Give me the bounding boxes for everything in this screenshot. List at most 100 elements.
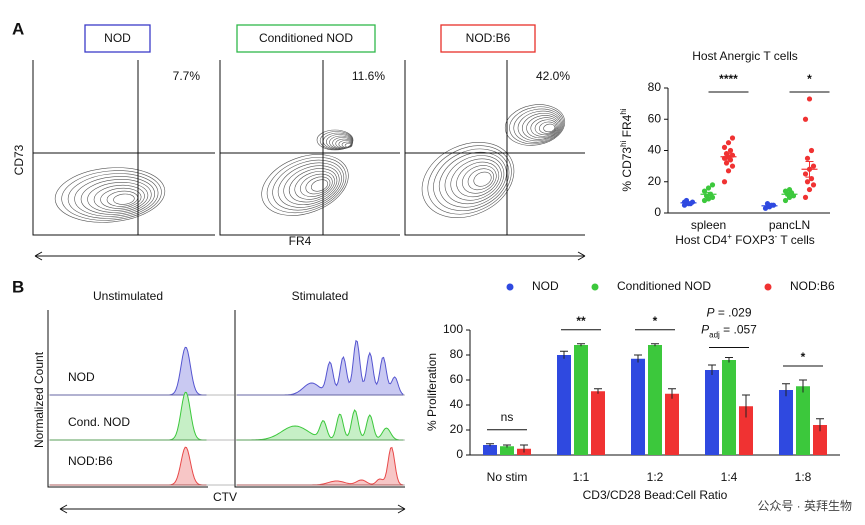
data-point <box>721 144 728 150</box>
chart-title: Host Anergic T cells <box>692 49 798 63</box>
data-point <box>806 186 813 193</box>
error-bar <box>724 153 733 161</box>
bar <box>665 393 679 455</box>
group-title: Conditioned NOD <box>259 31 353 45</box>
error-bar <box>594 388 602 394</box>
histogram <box>236 409 404 441</box>
bar <box>779 390 793 455</box>
y-tick-label: 40 <box>450 397 464 411</box>
contour <box>294 170 335 200</box>
x-tick-label: 1:1 <box>573 470 590 484</box>
y-axis-label-part: hi <box>619 140 628 146</box>
bar <box>739 406 753 455</box>
contour <box>80 179 152 215</box>
bar <box>631 358 645 455</box>
group-title: NOD:B6 <box>466 31 511 45</box>
watermark: 公众号 · 英拜生物 <box>757 499 852 513</box>
legend-swatch <box>591 283 599 291</box>
error-bar <box>816 418 824 432</box>
x-axis-label-part: + <box>727 232 732 241</box>
x-axis-label-part: T cells <box>777 233 815 247</box>
error-bar <box>708 364 716 375</box>
x-tick-label: spleen <box>691 218 726 232</box>
y-tick-label: 20 <box>450 422 464 436</box>
x-tick-label: No stim <box>487 470 528 484</box>
data-point <box>804 155 811 161</box>
contour <box>509 106 564 145</box>
histogram <box>237 446 404 486</box>
bar <box>813 425 827 455</box>
contour <box>450 158 502 201</box>
bar <box>483 445 497 455</box>
data-point <box>727 147 734 154</box>
p-symbol: P <box>706 306 714 320</box>
gate-percentage: 11.6% <box>352 69 385 83</box>
contour <box>277 162 342 208</box>
y-tick-label: 20 <box>648 174 662 188</box>
contour <box>299 173 333 197</box>
error-bar <box>668 388 676 399</box>
data-point <box>802 194 809 200</box>
contour <box>74 176 155 217</box>
row-label: NOD <box>68 370 95 384</box>
contour <box>427 145 512 215</box>
contour <box>456 161 500 198</box>
gate-percentage: 42.0% <box>536 69 570 83</box>
contour <box>530 117 559 137</box>
data-point <box>705 185 712 191</box>
legend-label: Conditioned NOD <box>617 279 711 293</box>
x-tick-label: pancLN <box>769 218 810 232</box>
contour <box>534 119 558 136</box>
error-bar <box>765 204 774 208</box>
significance-label: ns <box>501 410 514 424</box>
group-title-box <box>84 24 151 53</box>
contour <box>467 168 495 191</box>
panel-label: B <box>12 277 24 296</box>
x-tick-label: 1:4 <box>721 470 738 484</box>
y-tick-label: 60 <box>648 111 662 125</box>
contour <box>539 121 557 134</box>
y-tick-label: 0 <box>654 205 661 219</box>
contour <box>272 159 345 211</box>
axis-label: CTV <box>213 490 237 504</box>
contour <box>517 110 562 142</box>
bar <box>796 386 810 455</box>
data-point <box>806 96 813 102</box>
plot-frame <box>32 60 215 236</box>
contour <box>513 108 563 143</box>
contour <box>461 165 497 194</box>
group-title-box <box>440 24 536 53</box>
bar <box>500 446 514 455</box>
significance-label: **** <box>719 72 738 86</box>
contour <box>473 171 492 187</box>
error-bar <box>651 343 659 347</box>
error-bar <box>704 191 713 197</box>
error-bar <box>634 354 642 363</box>
significance-label: * <box>653 314 658 328</box>
p-text: = .057 <box>720 323 757 337</box>
contour <box>288 168 338 203</box>
error-bar <box>785 192 794 197</box>
data-point <box>810 163 817 169</box>
contour <box>261 154 349 216</box>
data-point <box>701 197 708 204</box>
y-axis-label-part: FR4 <box>620 114 634 140</box>
p-symbol: P <box>701 323 709 337</box>
gate-percentage: 7.7% <box>173 69 201 83</box>
contour <box>61 170 162 221</box>
error-bar <box>799 379 807 393</box>
p-adj-value: Padj = .057 <box>701 323 757 339</box>
x-axis-label-part: FOXP3 <box>732 233 775 247</box>
contour <box>54 167 166 223</box>
p-text: = .029 <box>714 306 751 320</box>
p-value: P = .029 <box>706 306 751 320</box>
error-bar <box>486 443 494 447</box>
x-tick-label: 1:2 <box>647 470 664 484</box>
legend-swatch <box>764 283 772 291</box>
bar <box>705 370 719 455</box>
error-bar <box>560 350 568 359</box>
significance-label: ** <box>576 314 586 328</box>
error-bar <box>742 394 750 418</box>
bar <box>557 355 571 455</box>
data-point <box>786 186 793 193</box>
